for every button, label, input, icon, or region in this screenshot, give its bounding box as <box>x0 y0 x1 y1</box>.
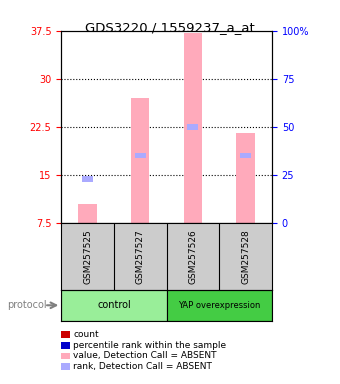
Bar <box>240 153 251 159</box>
Text: protocol: protocol <box>7 300 47 310</box>
Bar <box>187 124 199 130</box>
Text: GSM257527: GSM257527 <box>136 229 145 284</box>
Bar <box>236 133 255 223</box>
Text: GSM257526: GSM257526 <box>188 229 198 284</box>
Text: control: control <box>97 300 131 310</box>
Bar <box>184 33 202 223</box>
Text: YAP overexpression: YAP overexpression <box>178 301 260 310</box>
Text: percentile rank within the sample: percentile rank within the sample <box>73 341 226 350</box>
Bar <box>78 204 97 223</box>
Text: count: count <box>73 330 99 339</box>
Text: GSM257528: GSM257528 <box>241 229 250 284</box>
Text: GSM257525: GSM257525 <box>83 229 92 284</box>
Bar <box>135 153 146 159</box>
FancyBboxPatch shape <box>61 290 167 321</box>
Text: value, Detection Call = ABSENT: value, Detection Call = ABSENT <box>73 351 217 361</box>
Bar <box>131 98 150 223</box>
Bar <box>82 176 93 182</box>
Text: GDS3220 / 1559237_a_at: GDS3220 / 1559237_a_at <box>85 21 255 34</box>
FancyBboxPatch shape <box>167 290 272 321</box>
Text: rank, Detection Call = ABSENT: rank, Detection Call = ABSENT <box>73 362 212 371</box>
